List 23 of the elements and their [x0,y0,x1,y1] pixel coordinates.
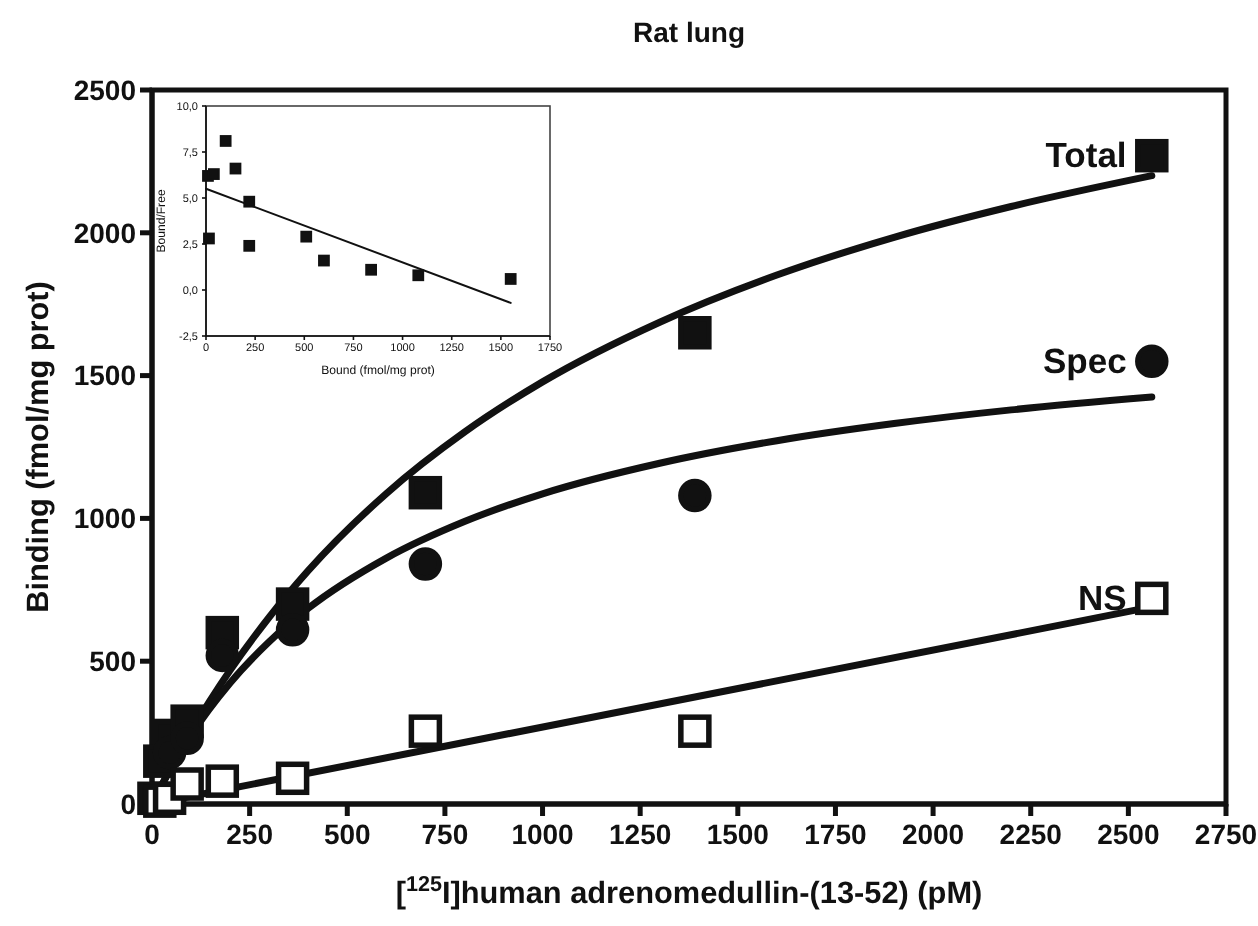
x-tick-label: 2250 [999,818,1063,850]
y-tick-label: 2500 [73,73,137,106]
y-tick-label: 1000 [73,502,137,535]
chart-title: Rat lung [633,16,745,48]
x-tick-label: 1000 [511,818,575,850]
x-tick-label: 500 [323,818,372,850]
y-tick-label: 0 [120,787,137,820]
x-axis-title: [$^{125}$I]human adrenomedullin-(13-52) (pM) [395,872,983,911]
series-label: Spec [1042,340,1128,381]
x-tick-label: 2750 [1194,818,1258,850]
series-label: NS [1077,577,1127,618]
x-tick-label: 750 [421,818,469,850]
x-tick-label: 1500 [706,818,770,850]
y-tick-label: 2000 [73,216,137,249]
series-label: Total [1045,134,1127,175]
y-axis-title: Binding (fmol/mg prot) [22,281,57,613]
x-tick-label: 2000 [901,818,965,850]
x-tick-label: 250 [226,818,274,850]
x-tick-label: 2500 [1097,818,1160,850]
y-tick-label: 500 [89,645,137,677]
x-tick-label: 1750 [804,818,868,850]
x-tick-label: 0 [144,818,161,850]
x-tick-label: 1250 [609,818,672,850]
